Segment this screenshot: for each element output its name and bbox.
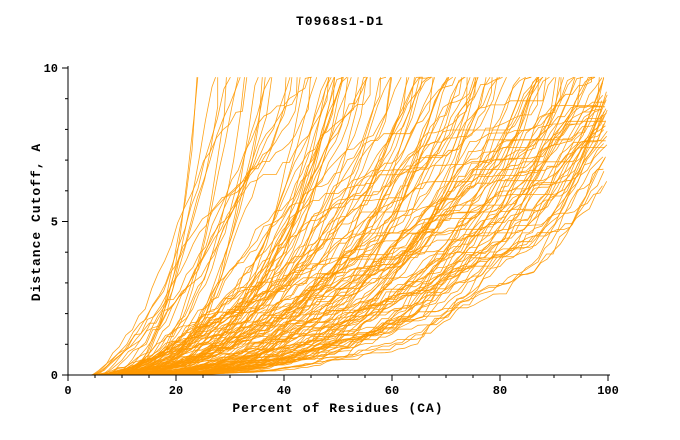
model-curve [102, 77, 293, 376]
model-curve [105, 77, 434, 376]
model-curve [94, 77, 231, 376]
model-curve [116, 95, 604, 376]
model-curve [98, 123, 604, 376]
model-curve [107, 77, 311, 376]
model-curve [115, 76, 595, 376]
x-tick-label: 80 [493, 384, 507, 398]
model-curve [114, 144, 608, 376]
model-curve [115, 77, 479, 376]
axes-group: 0 20 40 60 80 100 0 5 10 [44, 62, 619, 398]
x-tick-label: 20 [169, 384, 183, 398]
model-curve [112, 77, 507, 376]
model-curve [98, 77, 487, 376]
model-curve [112, 77, 241, 376]
y-tick-label: 0 [51, 369, 58, 383]
chart-title: T0968s1-D1 [295, 14, 384, 29]
model-curve [101, 76, 432, 376]
curves-group [89, 76, 608, 376]
model-curve [121, 77, 216, 376]
model-curve [108, 77, 239, 376]
model-curve [102, 77, 547, 376]
model-curve [100, 77, 359, 376]
model-curve [120, 77, 227, 376]
x-tick-label: 40 [277, 384, 291, 398]
model-curve [114, 77, 198, 376]
model-curve [98, 115, 605, 376]
x-tick-label: 100 [597, 384, 619, 398]
model-curve [94, 76, 575, 376]
y-tick-label: 5 [51, 216, 58, 230]
x-axis-label: Percent of Residues (CA) [232, 401, 444, 416]
model-curve [112, 146, 606, 376]
model-curve [103, 77, 402, 376]
model-curve [89, 105, 602, 376]
model-curve [104, 77, 336, 376]
y-tick-label: 10 [44, 62, 58, 76]
model-curve [117, 76, 527, 376]
model-curve [95, 77, 271, 376]
x-tick-label: 0 [64, 384, 71, 398]
model-curve [117, 129, 605, 376]
model-curve [93, 77, 248, 376]
model-curve [121, 76, 368, 376]
model-curve [113, 91, 607, 376]
x-tick-label: 60 [385, 384, 399, 398]
model-curve [92, 76, 592, 376]
model-curve [90, 77, 603, 376]
model-curve [114, 76, 432, 376]
model-curve [94, 77, 330, 376]
model-curve [92, 77, 291, 376]
model-curve [99, 106, 606, 376]
